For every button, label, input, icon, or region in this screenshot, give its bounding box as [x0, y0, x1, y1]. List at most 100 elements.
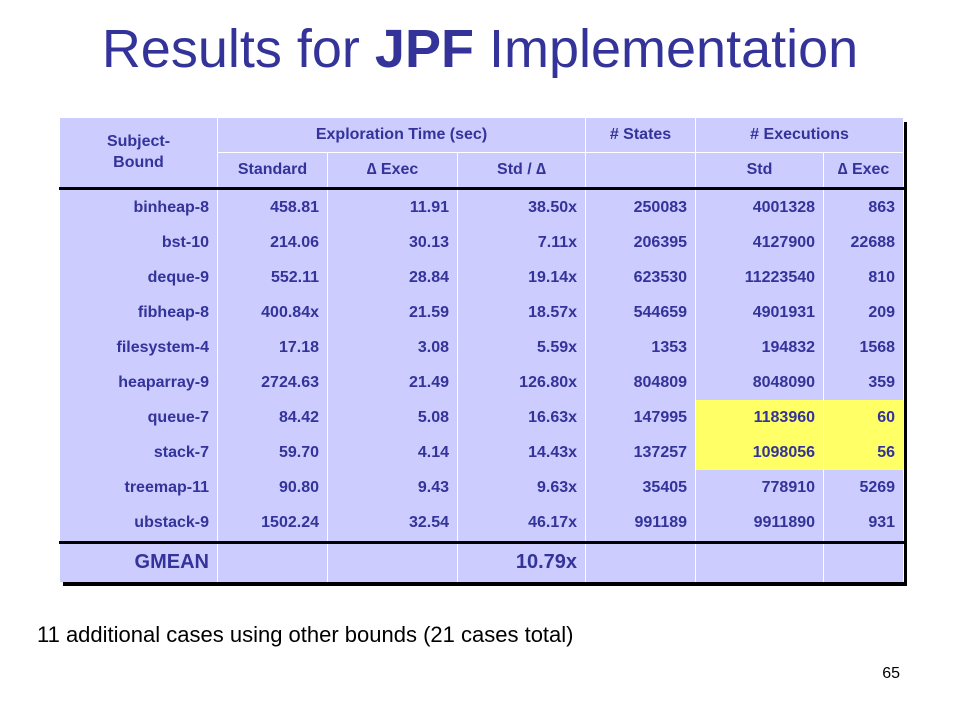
cell-states: 544659 — [585, 295, 697, 331]
gmean-empty-cell — [823, 540, 905, 582]
cell-standard: 214.06 — [217, 225, 328, 261]
cell-std-ratio: 18.57x — [456, 295, 587, 331]
cell-delta-exec: 5.08 — [327, 400, 458, 436]
cell-standard: 458.81 — [217, 188, 328, 226]
header-executions: # Executions — [695, 118, 905, 153]
table-row: fibheap-8 400.84x 21.59 18.57x 544659 49… — [59, 295, 905, 331]
cell-delta-exec: 9.43 — [327, 470, 458, 506]
cell-std-ratio: 9.63x — [456, 470, 587, 506]
cell-states: 804809 — [585, 365, 697, 401]
cell-standard: 59.70 — [217, 435, 328, 471]
header-states-blank — [585, 152, 697, 189]
table-row: heaparray-9 2724.63 21.49 126.80x 804809… — [59, 365, 905, 401]
table-row: ubstack-9 1502.24 32.54 46.17x 991189 99… — [59, 505, 905, 543]
cell-exec-std-highlighted: 1098056 — [695, 435, 825, 471]
cell-exec-std: 8048090 — [695, 365, 825, 401]
header-std: Std — [695, 152, 825, 189]
cell-exec-delta: 1568 — [823, 330, 905, 366]
gmean-empty-cell — [217, 540, 328, 582]
table-row: binheap-8 458.81 11.91 38.50x 250083 400… — [59, 188, 905, 226]
footnote-text: 11 additional cases using other bounds (… — [37, 622, 574, 647]
gmean-value: 10.79x — [456, 540, 587, 582]
slide-title: Results for JPF Implementation — [0, 22, 960, 76]
header-delta-exec: ∆ Exec — [327, 152, 458, 189]
cell-std-ratio: 7.11x — [456, 225, 587, 261]
cell-subject: filesystem-4 — [59, 330, 218, 366]
gmean-empty-cell — [695, 540, 825, 582]
header-exploration-time: Exploration Time (sec) — [216, 118, 587, 153]
cell-standard: 1502.24 — [217, 505, 328, 543]
gmean-label: GMEAN — [59, 540, 218, 582]
cell-delta-exec: 28.84 — [327, 260, 458, 296]
title-suffix: Implementation — [488, 19, 859, 79]
page-number: 65 — [882, 665, 900, 682]
table-row: queue-7 84.42 5.08 16.63x 147995 1183960… — [59, 400, 905, 436]
cell-exec-std: 778910 — [695, 470, 825, 506]
header-std-ratio: Std / ∆ — [456, 152, 587, 189]
cell-states: 137257 — [585, 435, 697, 471]
cell-states: 35405 — [585, 470, 697, 506]
cell-exec-delta-highlighted: 56 — [823, 435, 905, 471]
cell-exec-delta-highlighted: 60 — [823, 400, 905, 436]
cell-delta-exec: 4.14 — [327, 435, 458, 471]
gmean-empty-cell — [327, 540, 458, 582]
cell-exec-std: 4127900 — [695, 225, 825, 261]
gmean-row: GMEAN 10.79x — [59, 540, 905, 582]
cell-standard: 17.18 — [217, 330, 328, 366]
gmean-empty-cell — [585, 540, 697, 582]
cell-subject: stack-7 — [59, 435, 218, 471]
header-states: # States — [585, 118, 697, 153]
cell-delta-exec: 21.59 — [327, 295, 458, 331]
cell-exec-delta: 5269 — [823, 470, 905, 506]
cell-exec-std: 194832 — [695, 330, 825, 366]
table-row: treemap-11 90.80 9.43 9.63x 35405 778910… — [59, 470, 905, 506]
cell-delta-exec: 30.13 — [327, 225, 458, 261]
cell-std-ratio: 19.14x — [456, 260, 587, 296]
cell-std-ratio: 14.43x — [456, 435, 587, 471]
cell-exec-delta: 209 — [823, 295, 905, 331]
cell-states: 1353 — [585, 330, 697, 366]
header-delta-exec-2: ∆ Exec — [823, 152, 905, 189]
cell-standard: 84.42 — [217, 400, 328, 436]
table-row: filesystem-4 17.18 3.08 5.59x 1353 19483… — [59, 330, 905, 366]
cell-states: 250083 — [585, 188, 697, 226]
table-row: deque-9 552.11 28.84 19.14x 623530 11223… — [59, 260, 905, 296]
header-row-group: Subject-Bound Exploration Time (sec) # S… — [59, 118, 905, 189]
cell-exec-std: 11223540 — [695, 260, 825, 296]
cell-subject: fibheap-8 — [59, 295, 218, 331]
cell-subject: treemap-11 — [59, 470, 218, 506]
cell-std-ratio: 126.80x — [456, 365, 587, 401]
cell-subject: queue-7 — [59, 400, 218, 436]
cell-exec-delta: 359 — [823, 365, 905, 401]
cell-exec-delta: 22688 — [823, 225, 905, 261]
table-row: stack-7 59.70 4.14 14.43x 137257 1098056… — [59, 435, 905, 471]
cell-delta-exec: 21.49 — [327, 365, 458, 401]
cell-std-ratio: 5.59x — [456, 330, 587, 366]
title-prefix: Results for — [101, 19, 360, 79]
cell-states: 623530 — [585, 260, 697, 296]
table-row: bst-10 214.06 30.13 7.11x 206395 4127900… — [59, 225, 905, 261]
title-bold: JPF — [374, 19, 474, 79]
cell-standard: 552.11 — [217, 260, 328, 296]
results-table: Subject-Bound Exploration Time (sec) # S… — [59, 118, 905, 582]
cell-delta-exec: 32.54 — [327, 505, 458, 543]
cell-subject: deque-9 — [59, 260, 218, 296]
cell-delta-exec: 11.91 — [327, 188, 458, 226]
cell-std-ratio: 16.63x — [456, 400, 587, 436]
header-standard: Standard — [217, 152, 328, 189]
cell-standard: 400.84x — [217, 295, 328, 331]
cell-exec-delta: 863 — [823, 188, 905, 226]
cell-states: 991189 — [585, 505, 697, 543]
cell-exec-delta: 931 — [823, 505, 905, 543]
cell-exec-std: 4901931 — [695, 295, 825, 331]
cell-states: 147995 — [585, 400, 697, 436]
cell-std-ratio: 38.50x — [456, 188, 587, 226]
results-table-container: Subject-Bound Exploration Time (sec) # S… — [59, 118, 905, 582]
header-subject-bound: Subject-Bound — [59, 118, 218, 189]
cell-subject: heaparray-9 — [59, 365, 218, 401]
header-row-sub: Standard ∆ Exec Std / ∆ Std ∆ Exec — [59, 152, 905, 189]
cell-subject: bst-10 — [59, 225, 218, 261]
cell-subject: binheap-8 — [59, 188, 218, 226]
cell-exec-std: 9911890 — [695, 505, 825, 543]
cell-std-ratio: 46.17x — [456, 505, 587, 543]
